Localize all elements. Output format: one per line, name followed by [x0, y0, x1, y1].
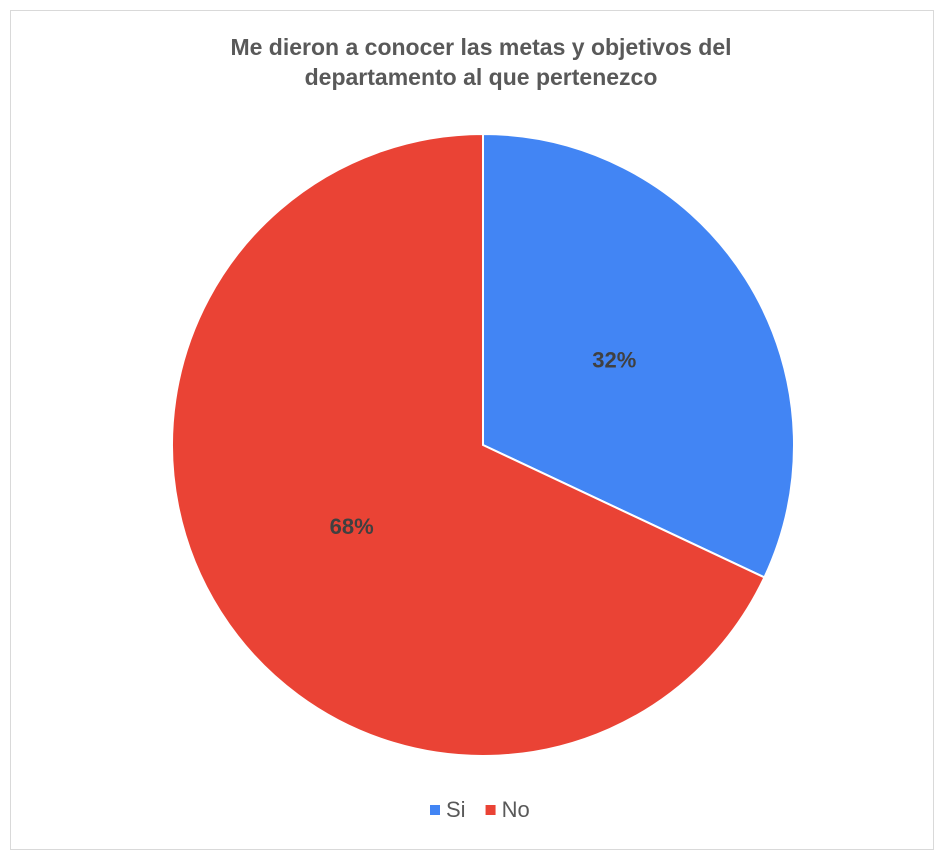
legend-swatch	[430, 805, 440, 815]
chart-title: Me dieron a conocer las metas y objetivo…	[230, 34, 732, 90]
pie-slice	[482, 132, 795, 579]
data-label: 68%	[330, 514, 374, 539]
legend-label: No	[502, 797, 530, 822]
pie-slice	[171, 132, 766, 757]
legend-swatch	[485, 805, 496, 815]
data-label: 32%	[592, 347, 636, 372]
legend-label: Si	[446, 797, 466, 822]
